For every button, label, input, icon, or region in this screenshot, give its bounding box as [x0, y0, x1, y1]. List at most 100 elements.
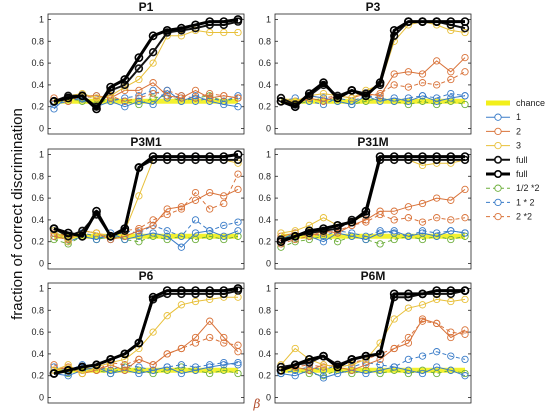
data-point: [362, 216, 370, 224]
y-tick-label: 0.6: [31, 193, 44, 203]
data-point: [163, 232, 171, 240]
y-tick-label: 0.8: [258, 171, 271, 181]
data-point: [106, 361, 115, 369]
data-point: [149, 86, 157, 95]
data-point: [234, 361, 242, 369]
data-point: [404, 304, 413, 312]
y-tick-label: 0.4: [31, 80, 44, 90]
data-point: [418, 199, 427, 208]
data-point: [376, 207, 384, 215]
data-point: [163, 312, 171, 320]
series-fullB: [49, 15, 243, 114]
legend-label: 2 *2: [516, 212, 532, 222]
data-point: [376, 89, 384, 98]
data-point: [149, 229, 157, 237]
y-tick-label: 0.2: [258, 237, 271, 247]
data-point: [290, 360, 300, 370]
data-point: [135, 224, 143, 233]
data-point: [304, 89, 314, 98]
y-tick-label: 0.6: [258, 327, 271, 337]
panel-title: P6: [139, 269, 154, 283]
legend-label: 1 * 2: [516, 197, 535, 207]
data-point: [149, 89, 157, 98]
legend-entry-fullA: full: [486, 155, 528, 165]
data-point: [362, 235, 370, 244]
data-point: [234, 103, 242, 111]
data-point: [106, 94, 115, 102]
data-point: [205, 152, 215, 161]
data-point: [176, 152, 186, 161]
data-point: [92, 104, 101, 114]
data-point: [291, 372, 299, 380]
data-point: [64, 238, 72, 246]
data-point: [433, 194, 441, 202]
data-point: [63, 228, 73, 238]
panel-title: P1: [139, 0, 154, 14]
data-point: [121, 232, 129, 240]
legend-entry-chance: chance: [486, 98, 545, 108]
data-point: [191, 216, 200, 224]
data-point: [177, 243, 186, 251]
data-point: [64, 240, 72, 248]
data-point: [191, 152, 200, 161]
data-point: [390, 229, 398, 237]
data-point: [390, 94, 398, 102]
data-point: [162, 25, 172, 35]
data-point: [234, 369, 242, 378]
series-line-fullB: [280, 155, 465, 244]
data-point: [290, 231, 300, 241]
series-fullB: [49, 284, 243, 378]
y-tick-label: 1: [266, 149, 271, 159]
data-point: [177, 94, 186, 102]
y-tick-label: 0.2: [31, 102, 44, 112]
data-point: [461, 53, 469, 62]
data-point: [121, 366, 129, 374]
data-point: [234, 28, 242, 37]
data-point: [304, 354, 314, 364]
data-point: [148, 152, 158, 161]
data-point: [191, 333, 200, 342]
data-point: [135, 232, 143, 240]
legend-entry-s3: 3: [486, 141, 521, 151]
data-point: [191, 97, 200, 105]
data-point: [191, 297, 200, 306]
data-point: [390, 344, 398, 353]
data-point: [433, 57, 441, 65]
y-tick-label: 0: [266, 124, 271, 134]
series-fullB: [276, 17, 470, 112]
data-point: [348, 366, 356, 374]
data-point: [389, 289, 399, 299]
data-point: [206, 363, 214, 371]
data-point: [206, 232, 214, 240]
data-point: [234, 348, 242, 356]
data-point: [418, 317, 427, 325]
data-point: [92, 92, 101, 100]
data-point: [177, 369, 186, 378]
data-point: [433, 81, 441, 89]
data-point: [106, 354, 115, 364]
data-point: [404, 68, 413, 76]
data-point: [290, 102, 300, 112]
legend-label: full: [516, 155, 528, 165]
data-point: [432, 17, 442, 26]
y-tick-label: 1: [39, 14, 44, 24]
data-point: [121, 355, 129, 364]
y-tick-label: 0.4: [31, 215, 44, 225]
data-point: [404, 232, 413, 240]
data-point: [418, 70, 427, 78]
data-point: [177, 301, 186, 309]
legend-entry-t2: 2 *2: [486, 212, 532, 222]
data-point: [220, 192, 228, 200]
data-point: [163, 86, 171, 95]
data-point: [205, 17, 215, 26]
data-point: [404, 355, 413, 364]
data-point: [376, 240, 384, 248]
data-point: [446, 17, 456, 26]
y-tick-label: 0: [39, 259, 44, 269]
data-point: [233, 155, 243, 165]
data-point: [461, 185, 469, 194]
panel-frame: [47, 13, 245, 135]
data-point: [319, 214, 328, 222]
data-point: [447, 227, 455, 235]
data-point: [135, 92, 143, 100]
